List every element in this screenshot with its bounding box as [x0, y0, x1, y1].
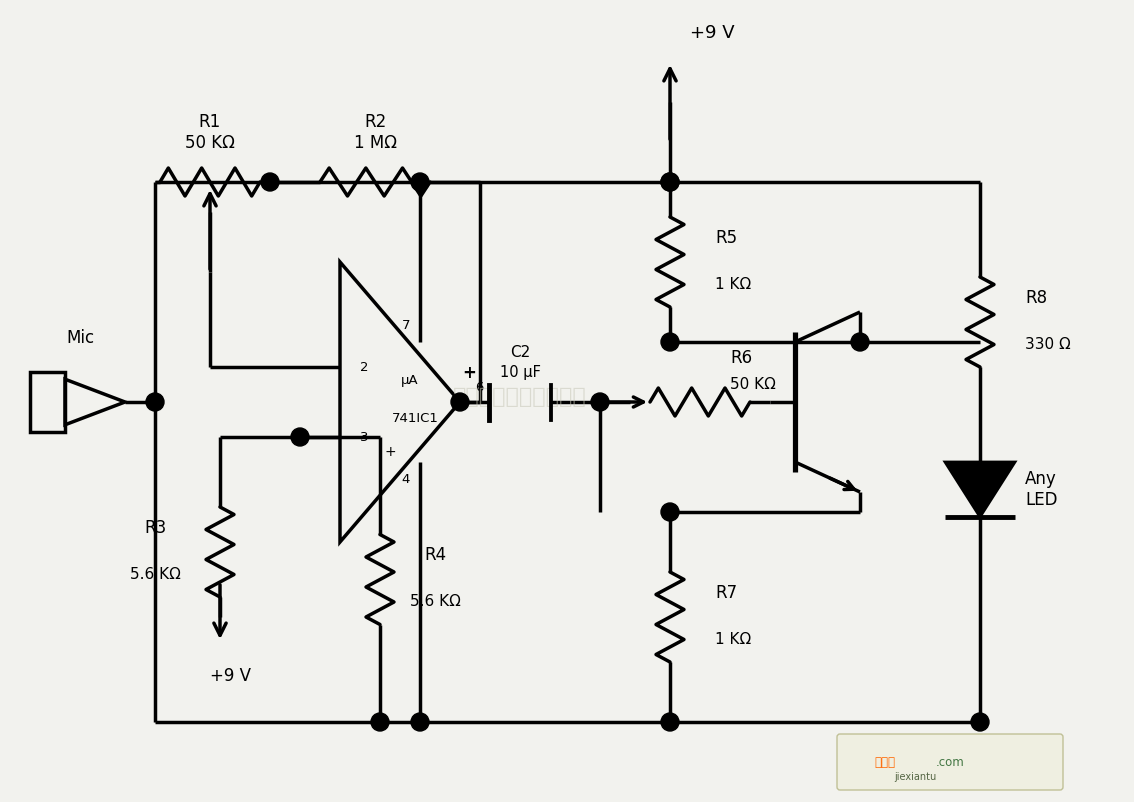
- Text: R1
50 KΩ: R1 50 KΩ: [185, 113, 235, 152]
- Circle shape: [850, 333, 869, 351]
- Text: 1 KΩ: 1 KΩ: [716, 632, 751, 647]
- Text: +9 V: +9 V: [210, 667, 251, 685]
- Text: R7: R7: [716, 584, 737, 602]
- Circle shape: [291, 428, 308, 446]
- Text: 桔线图: 桔线图: [874, 755, 896, 768]
- Circle shape: [451, 393, 469, 411]
- Text: C2: C2: [510, 345, 530, 359]
- Circle shape: [661, 503, 679, 521]
- Text: 741IC1: 741IC1: [391, 412, 439, 425]
- Text: 6: 6: [475, 380, 483, 394]
- FancyBboxPatch shape: [837, 734, 1063, 790]
- Circle shape: [371, 713, 389, 731]
- Circle shape: [261, 173, 279, 191]
- Bar: [29, 372, 65, 432]
- Text: jiexiantu: jiexiantu: [894, 772, 937, 782]
- Text: 7: 7: [401, 318, 411, 331]
- Text: 50 KΩ: 50 KΩ: [730, 377, 776, 392]
- Circle shape: [661, 173, 679, 191]
- Text: 杭州将审科技有限公司: 杭州将审科技有限公司: [454, 387, 587, 407]
- Text: R3: R3: [144, 519, 166, 537]
- Text: 2: 2: [359, 361, 369, 374]
- Text: .com: .com: [936, 755, 964, 768]
- Circle shape: [591, 393, 609, 411]
- Text: 1 KΩ: 1 KΩ: [716, 277, 751, 292]
- Text: 330 Ω: 330 Ω: [1025, 337, 1070, 352]
- Polygon shape: [945, 462, 1015, 517]
- Text: 10 μF: 10 μF: [500, 364, 541, 379]
- Text: 5.6 KΩ: 5.6 KΩ: [129, 567, 180, 582]
- Circle shape: [661, 173, 679, 191]
- Text: +: +: [386, 445, 397, 459]
- Circle shape: [146, 393, 164, 411]
- Text: R6: R6: [730, 349, 752, 367]
- Text: Any
LED: Any LED: [1025, 470, 1058, 509]
- Circle shape: [411, 173, 429, 191]
- Text: R8: R8: [1025, 289, 1047, 307]
- Text: R2
1 MΩ: R2 1 MΩ: [354, 113, 397, 152]
- Text: +9 V: +9 V: [689, 24, 735, 42]
- Circle shape: [661, 333, 679, 351]
- Text: μA: μA: [401, 374, 418, 387]
- Text: Mic: Mic: [66, 329, 94, 347]
- Circle shape: [971, 713, 989, 731]
- Text: 3: 3: [359, 431, 369, 444]
- Text: R4: R4: [424, 546, 446, 565]
- Text: 4: 4: [401, 472, 411, 485]
- Text: +: +: [462, 363, 476, 382]
- Text: R5: R5: [716, 229, 737, 247]
- Text: 5.6 KΩ: 5.6 KΩ: [409, 594, 460, 610]
- Circle shape: [411, 713, 429, 731]
- Circle shape: [661, 713, 679, 731]
